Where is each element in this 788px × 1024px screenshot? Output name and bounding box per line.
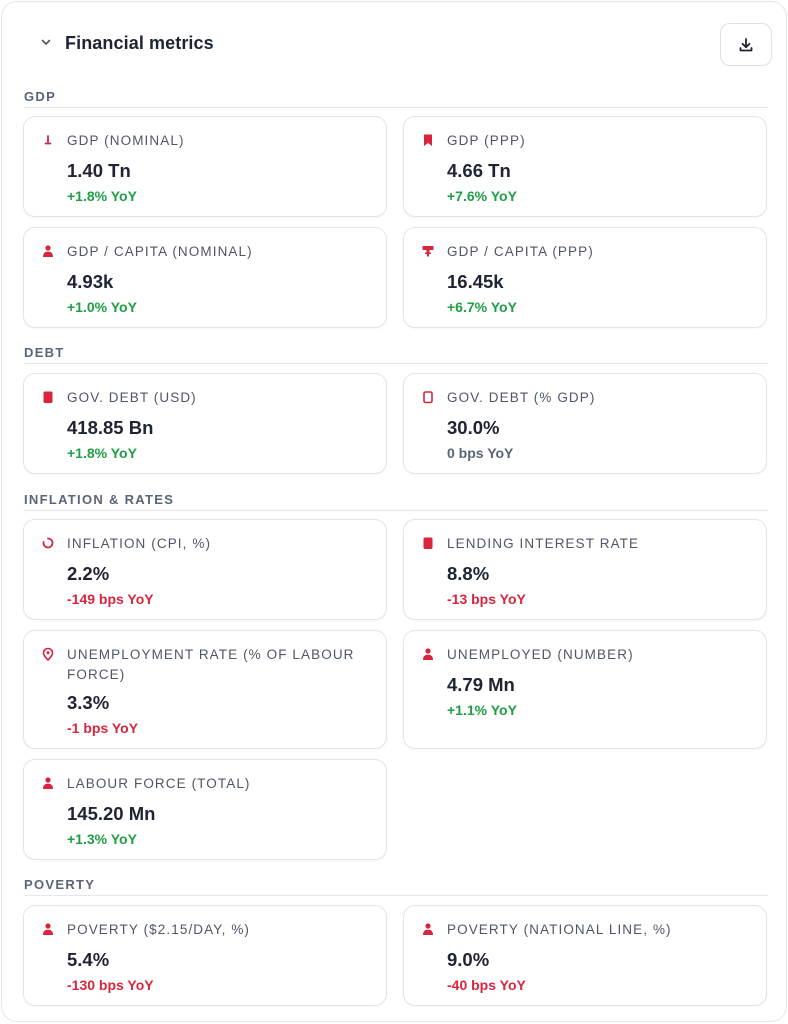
metric-change: +7.6% YoY <box>447 188 517 204</box>
chevron-down-icon[interactable] <box>38 34 54 50</box>
section-label-inflation: INFLATION & RATES <box>24 492 175 507</box>
metric-value: 145.20 Mn <box>67 803 156 824</box>
metric-card-unemployment-rate: UNEMPLOYMENT RATE (% OF LABOUR FORCE) 3.… <box>23 630 387 749</box>
metric-change: +1.8% YoY <box>67 188 137 204</box>
metric-label: POVERTY (NATIONAL LINE, %) <box>447 922 672 937</box>
metric-value: 3.3% <box>67 692 110 713</box>
metric-change: +1.1% YoY <box>447 702 517 718</box>
metric-label: LABOUR FORCE (TOTAL) <box>67 776 251 791</box>
metric-card-gov-debt-usd: GOV. DEBT (USD) 418.85 Bn +1.8% YoY <box>23 373 387 474</box>
metric-label: INFLATION (CPI, %) <box>67 536 212 551</box>
metric-card-gdp-nominal: GDP (NOMINAL) 1.40 Tn +1.8% YoY <box>23 116 387 217</box>
metric-card-labour-force: LABOUR FORCE (TOTAL) 145.20 Mn +1.3% YoY <box>23 759 387 860</box>
metric-change: -149 bps YoY <box>67 591 154 607</box>
metric-label: GDP / CAPITA (PPP) <box>447 244 594 259</box>
section-label-debt: DEBT <box>24 345 65 360</box>
metric-change: 0 bps YoY <box>447 445 514 461</box>
metric-change: -130 bps YoY <box>67 977 154 993</box>
metric-card-gdp-capita-ppp: GDP / CAPITA (PPP) 16.45k +6.7% YoY <box>403 227 767 328</box>
metric-value: 16.45k <box>447 271 504 292</box>
metric-card-unemployed-number: UNEMPLOYED (NUMBER) 4.79 Mn +1.1% YoY <box>403 630 767 749</box>
metric-label: UNEMPLOYMENT RATE (% OF LABOUR FORCE) <box>67 647 355 682</box>
bookmark-icon <box>421 133 435 147</box>
metric-change: +6.7% YoY <box>447 299 517 315</box>
section-divider <box>24 107 768 108</box>
section-divider <box>24 510 768 511</box>
person-icon <box>421 647 435 661</box>
download-icon <box>739 37 753 51</box>
filled-rect-icon <box>421 536 435 550</box>
metric-value: 5.4% <box>67 949 110 970</box>
download-button[interactable] <box>720 23 772 66</box>
person-icon <box>421 922 435 936</box>
metric-label: GDP (PPP) <box>447 133 526 148</box>
metric-label: UNEMPLOYED (NUMBER) <box>447 647 634 662</box>
section-label-gdp: GDP <box>24 89 57 104</box>
person-icon <box>41 244 55 258</box>
metric-value: 4.66 Tn <box>447 160 511 181</box>
metric-label: GDP / CAPITA (NOMINAL) <box>67 244 253 259</box>
metric-value: 2.2% <box>67 563 110 584</box>
metric-card-gdp-ppp: GDP (PPP) 4.66 Tn +7.6% YoY <box>403 116 767 217</box>
person-icon <box>41 776 55 790</box>
metric-card-poverty-national: POVERTY (NATIONAL LINE, %) 9.0% -40 bps … <box>403 905 767 1006</box>
metric-value: 418.85 Bn <box>67 417 154 438</box>
metric-change: +1.8% YoY <box>67 445 137 461</box>
outline-rect-icon <box>421 390 435 404</box>
spinner-icon <box>41 536 55 550</box>
metric-change: +1.3% YoY <box>67 831 137 847</box>
metric-change: -1 bps YoY <box>67 720 139 736</box>
metric-card-inflation-cpi: INFLATION (CPI, %) 2.2% -149 bps YoY <box>23 519 387 620</box>
panel-header: Financial metrics <box>2 2 786 86</box>
metric-card-gov-debt-gdp: GOV. DEBT (% GDP) 30.0% 0 bps YoY <box>403 373 767 474</box>
metric-card-poverty-215: POVERTY ($2.15/DAY, %) 5.4% -130 bps YoY <box>23 905 387 1006</box>
metric-change: +1.0% YoY <box>67 299 137 315</box>
metric-value: 1.40 Tn <box>67 160 131 181</box>
section-divider <box>24 363 768 364</box>
section-label-poverty: POVERTY <box>24 877 96 892</box>
metric-change: -40 bps YoY <box>447 977 526 993</box>
metric-label: LENDING INTEREST RATE <box>447 536 640 551</box>
metric-label: GDP (NOMINAL) <box>67 133 185 148</box>
metric-label: GOV. DEBT (USD) <box>67 390 197 405</box>
metric-value: 4.79 Mn <box>447 674 515 695</box>
metric-change: -13 bps YoY <box>447 591 526 607</box>
filled-rect-icon <box>41 390 55 404</box>
podium-icon <box>421 244 435 258</box>
panel-title: Financial metrics <box>65 33 214 53</box>
location-pin-icon <box>41 647 55 661</box>
metric-value: 9.0% <box>447 949 490 970</box>
metric-value: 4.93k <box>67 271 114 292</box>
metric-value: 8.8% <box>447 563 490 584</box>
metric-label: GOV. DEBT (% GDP) <box>447 390 596 405</box>
section-divider <box>24 895 768 896</box>
metric-value: 30.0% <box>447 417 500 438</box>
bar-down-icon <box>41 133 55 147</box>
person-icon <box>41 922 55 936</box>
metric-label: POVERTY ($2.15/DAY, %) <box>67 922 251 937</box>
metric-card-lending-rate: LENDING INTEREST RATE 8.8% -13 bps YoY <box>403 519 767 620</box>
metric-card-gdp-capita-nominal: GDP / CAPITA (NOMINAL) 4.93k +1.0% YoY <box>23 227 387 328</box>
